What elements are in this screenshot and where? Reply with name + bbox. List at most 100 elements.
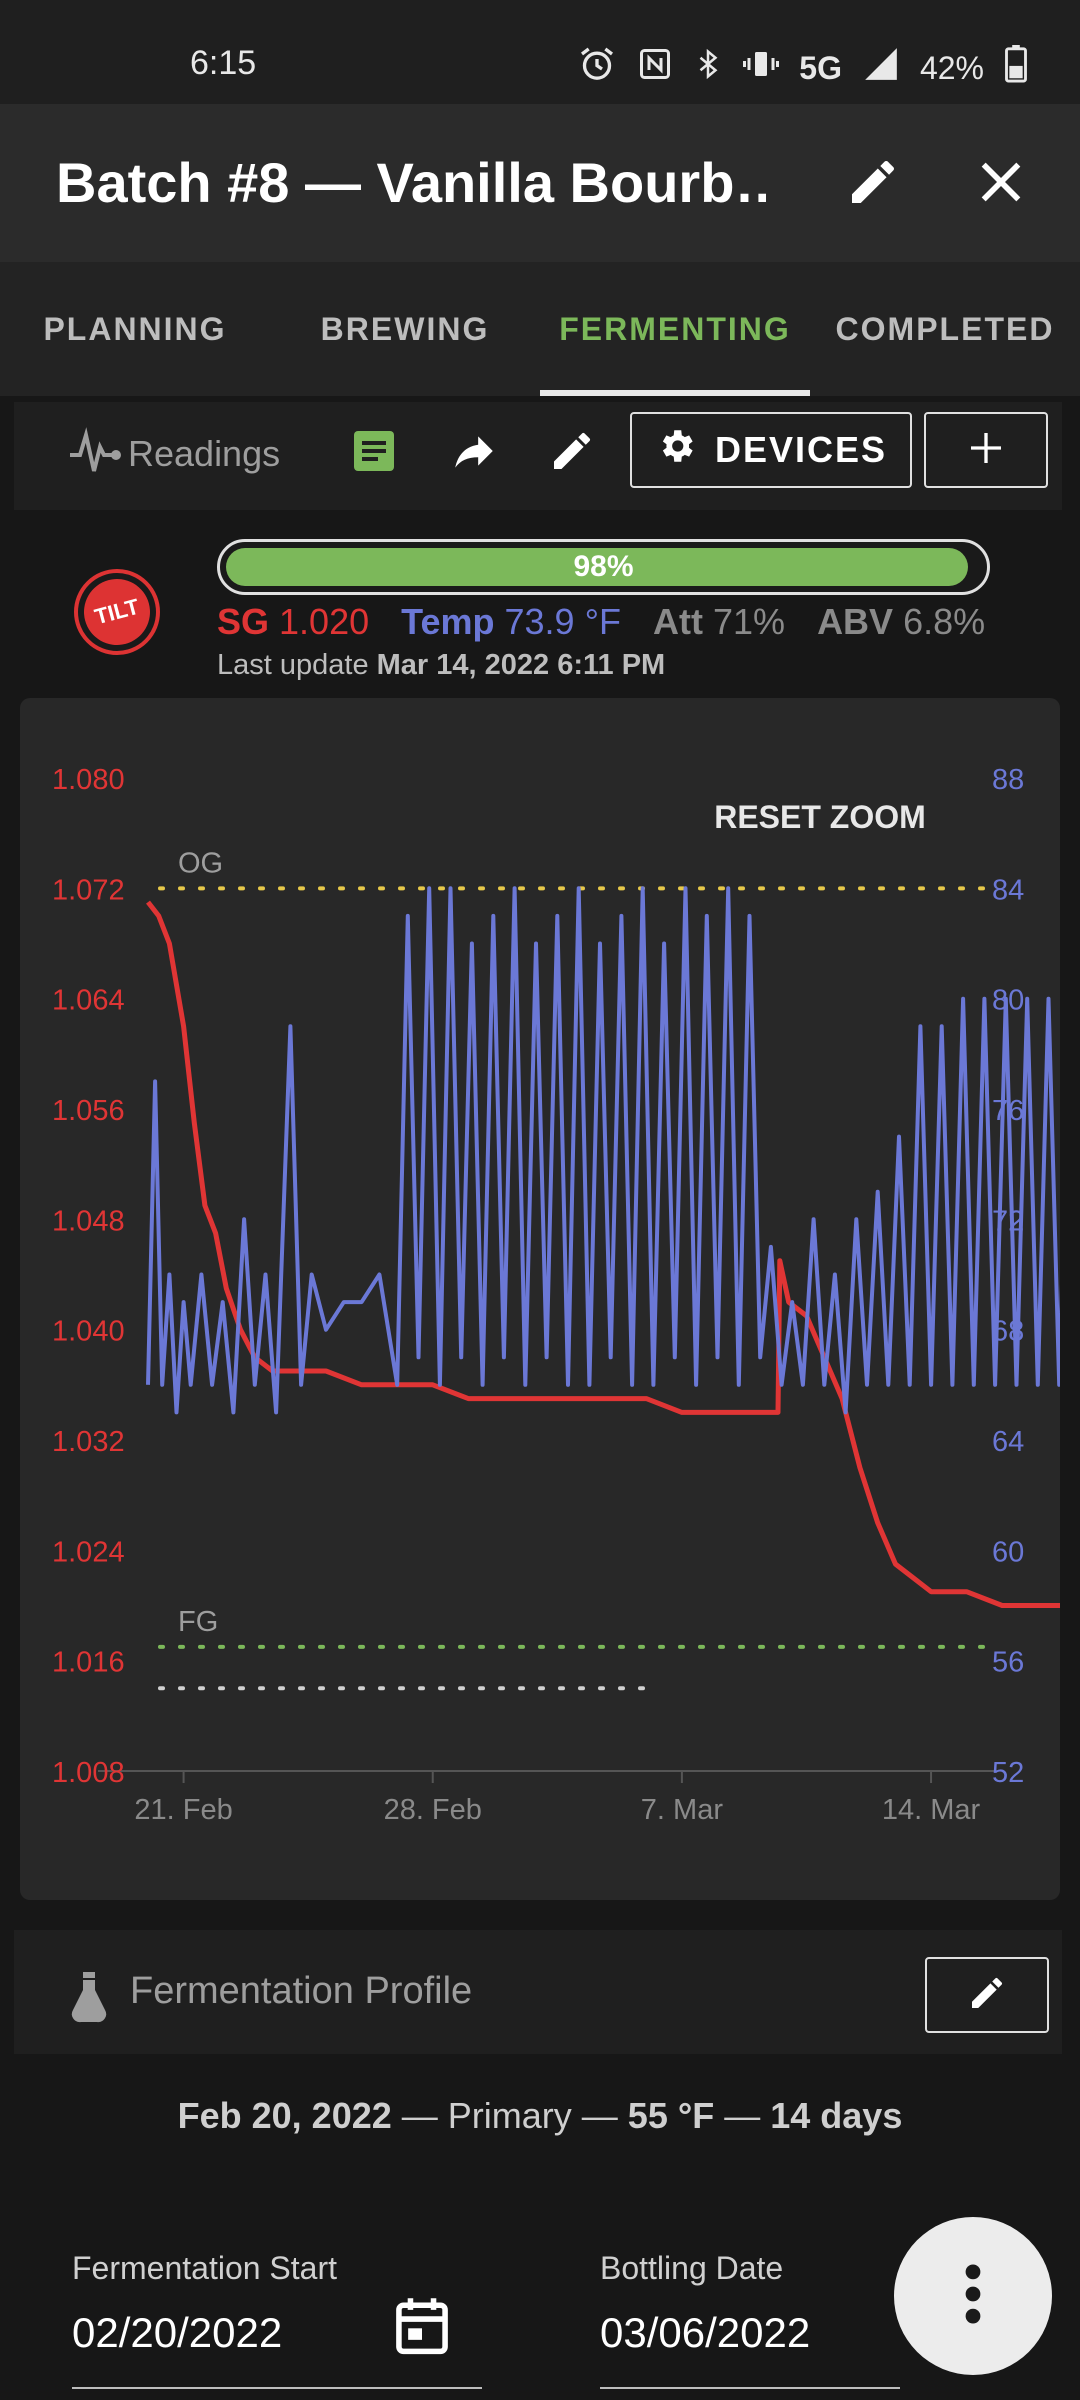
temp-series-line: [146, 886, 1080, 1415]
reference-label: OG: [178, 847, 223, 879]
y-left-tick-label: 1.040: [52, 1316, 125, 1348]
y-right-tick-label: 52: [992, 1757, 1024, 1789]
status-bar: 6:15 5G 42%: [0, 0, 1080, 104]
tab-fermenting[interactable]: FERMENTING: [559, 310, 791, 347]
stage-date: Feb 20, 2022: [177, 2095, 392, 2136]
y-left-tick-label: 1.008: [52, 1757, 125, 1789]
x-tick-label: 28. Feb: [384, 1794, 482, 1826]
last-update: Last update Mar 14, 2022 6:11 PM: [217, 649, 665, 682]
last-update-label: Last update: [217, 649, 369, 681]
att-label: Att: [652, 601, 703, 642]
fermentation-chart-card[interactable]: 1.080 1.072 1.064 1.056 1.048 1.040 1.032 1.024…: [20, 698, 1080, 1900]
close-icon: [975, 156, 1027, 213]
more-vert-icon: [963, 2262, 983, 2331]
tab-bar: PLANNING BREWING FERMENTING COMPLETED: [0, 262, 1080, 396]
stage-duration: 14 days: [770, 2095, 903, 2136]
fermentation-profile-bar: Fermentation Profile: [14, 1930, 1062, 2054]
status-time: 6:15: [190, 44, 257, 82]
notes-button[interactable]: [350, 426, 398, 481]
y-left-tick-label: 1.080: [52, 764, 125, 796]
stage-temp: 55 °F: [627, 2095, 715, 2136]
flask-icon: [68, 1970, 110, 2031]
last-update-value: Mar 14, 2022 6:11 PM: [376, 649, 666, 681]
pencil-icon: [845, 154, 901, 215]
fermentation-start-field[interactable]: Fermentation Start 02/20/2022: [72, 2250, 482, 2389]
y-right-tick-label: 84: [992, 874, 1024, 906]
stage-name: Primary: [447, 2095, 572, 2136]
devices-label: DEVICES: [714, 429, 888, 470]
y-left-tick-label: 1.064: [52, 985, 125, 1017]
calendar-icon[interactable]: [394, 2296, 450, 2361]
field-underline: [72, 2387, 482, 2389]
gear-icon: [655, 425, 697, 476]
readings-toolbar: Readings DEVICES: [14, 402, 1062, 510]
temp-value: 73.9 °F: [504, 601, 621, 642]
more-options-button[interactable]: [894, 2217, 1052, 2375]
reading-summary: SG 1.020 Temp 73.9 °F Att 71% ABV 6.8%: [217, 601, 985, 643]
x-tick-label: 14. Mar: [882, 1794, 981, 1826]
bottling-date-label: Bottling Date: [600, 2250, 784, 2286]
tilt-info: TILT 98% SG 1.020 Temp 73.9 °F Att 71% A…: [0, 515, 1080, 695]
stage-separator: —: [571, 2095, 628, 2136]
pencil-icon: [548, 426, 596, 481]
share-button[interactable]: [448, 426, 500, 481]
tab-indicator: [540, 390, 810, 396]
tilt-logo-text: TILT: [76, 571, 158, 653]
y-left-tick-label: 1.024: [52, 1536, 125, 1568]
y-right-tick-label: 56: [992, 1647, 1024, 1679]
network-label: 5G: [799, 49, 842, 86]
fermentation-chart[interactable]: 1.080 1.072 1.064 1.056 1.048 1.040 1.032 1.024…: [20, 698, 1080, 1900]
tab-completed[interactable]: COMPLETED: [835, 310, 1055, 347]
progress-label: 98%: [573, 550, 634, 583]
y-right-tick-label: 64: [992, 1426, 1024, 1458]
sg-series-line: [146, 900, 1080, 1608]
readings-button[interactable]: Readings: [68, 426, 280, 481]
fermentation-progress: 98%: [217, 539, 990, 595]
sg-value: 1.020: [279, 601, 370, 642]
edit-batch-button[interactable]: [838, 149, 908, 219]
abv-value: 6.8%: [903, 601, 986, 642]
y-right-tick-label: 88: [992, 764, 1024, 796]
add-button[interactable]: [924, 412, 1048, 488]
progress-fill: [226, 548, 968, 586]
x-tick-label: 7. Mar: [641, 1794, 724, 1826]
readings-label: Readings: [128, 432, 281, 474]
tilt-logo: TILT: [74, 569, 160, 655]
status-icons: 5G 42%: [577, 44, 1028, 92]
battery-label: 42%: [919, 49, 984, 86]
alarm-icon: [577, 44, 617, 92]
abv-label: ABV: [817, 601, 894, 642]
y-left-tick-label: 1.016: [52, 1647, 125, 1679]
edit-readings-button[interactable]: [548, 426, 596, 481]
fermentation-start-label: Fermentation Start: [72, 2250, 337, 2286]
profile-stage[interactable]: Feb 20, 2022 — Primary — 55 °F — 14 days: [0, 2095, 1080, 2137]
stage-separator: —: [391, 2095, 448, 2136]
profile-title: Fermentation Profile: [130, 1970, 473, 2012]
y-left-tick-label: 1.072: [52, 874, 125, 906]
batch-title: Batch #8 — Vanilla Bourb…: [56, 151, 766, 214]
app-bar: Batch #8 — Vanilla Bourb…: [0, 104, 1080, 262]
bluetooth-icon: [693, 45, 723, 91]
tab-planning[interactable]: PLANNING: [43, 310, 227, 347]
bottling-date-value[interactable]: 03/06/2022: [600, 2309, 811, 2356]
signal-icon: [862, 45, 900, 91]
temp-label: Temp: [401, 601, 495, 642]
field-underline: [600, 2387, 900, 2389]
y-left-tick-label: 1.056: [52, 1095, 125, 1127]
devices-button[interactable]: DEVICES: [630, 412, 912, 488]
plus-icon: [966, 428, 1006, 473]
nfc-icon: [637, 46, 673, 90]
share-icon: [448, 426, 500, 481]
stage-separator: —: [714, 2095, 771, 2136]
battery-icon: [1004, 45, 1028, 91]
edit-profile-button[interactable]: [925, 1957, 1049, 2033]
bottling-date-field[interactable]: Bottling Date 03/06/2022: [600, 2250, 900, 2389]
fermentation-start-value[interactable]: 02/20/2022: [72, 2309, 283, 2356]
y-left-tick-label: 1.048: [52, 1205, 125, 1237]
pulse-icon: [68, 426, 124, 481]
notes-icon: [350, 426, 398, 481]
tab-brewing[interactable]: BREWING: [320, 310, 490, 347]
sg-label: SG: [217, 601, 270, 642]
reset-zoom-button[interactable]: RESET ZOOM: [714, 799, 926, 835]
close-button[interactable]: [966, 149, 1036, 219]
